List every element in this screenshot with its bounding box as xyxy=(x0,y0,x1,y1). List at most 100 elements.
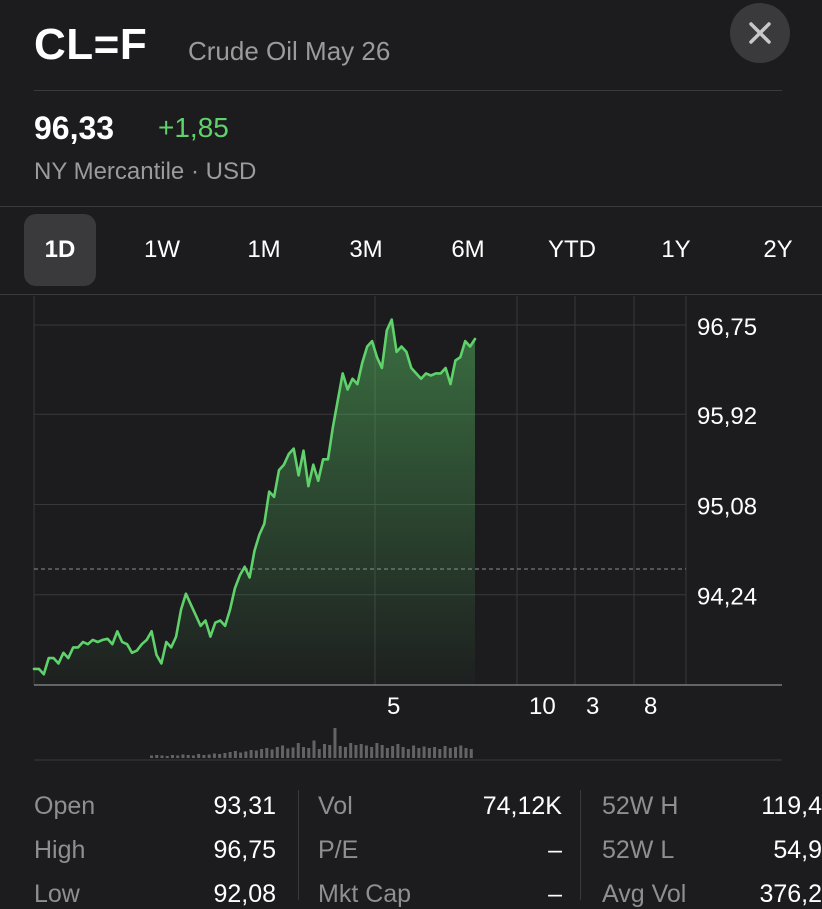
volume-bar xyxy=(401,747,405,758)
volume-bar xyxy=(270,749,274,758)
volume-bar xyxy=(275,747,279,758)
volume-bar xyxy=(302,747,306,758)
volume-bar xyxy=(249,750,253,758)
tab-3m[interactable]: 3M xyxy=(349,236,383,263)
volume-bar xyxy=(260,749,264,758)
volume-bar xyxy=(454,747,458,758)
volume-bar xyxy=(333,728,337,758)
stats-divider xyxy=(298,790,299,900)
stat-label-avg-vol: Avg Vol xyxy=(602,880,687,908)
instrument-name: Crude Oil May 26 xyxy=(188,36,391,66)
volume-bar xyxy=(170,755,174,758)
tab-6m[interactable]: 6M xyxy=(451,236,485,263)
stat-label-vol: Vol xyxy=(318,792,353,820)
volume-bar xyxy=(406,749,410,758)
price-change: +1,85 xyxy=(158,112,229,143)
volume-bar xyxy=(265,748,269,758)
volume-bar xyxy=(328,745,332,758)
price-area-fill xyxy=(34,319,475,685)
volume-bar xyxy=(338,746,342,758)
volume-bar xyxy=(254,750,258,758)
volume-bar xyxy=(197,754,201,758)
ticker-symbol: CL=F xyxy=(34,20,148,69)
volume-bar xyxy=(212,753,216,758)
volume-bar xyxy=(296,743,300,758)
tab-ytd[interactable]: YTD xyxy=(548,236,596,263)
volume-bar xyxy=(228,752,232,758)
close-icon xyxy=(749,22,771,44)
volume-bar xyxy=(312,740,316,758)
stat-label-low: Low xyxy=(34,880,80,908)
quote-divider xyxy=(0,206,822,207)
volume-bar xyxy=(244,751,248,758)
volume-bar xyxy=(202,755,206,758)
current-price: 96,33 xyxy=(34,110,115,146)
tabs-divider xyxy=(0,294,822,295)
x-axis-label: 3 xyxy=(586,693,599,720)
volume-bar xyxy=(239,752,243,758)
volume-bar xyxy=(448,748,452,758)
volume-bar xyxy=(286,748,290,758)
stat-label-mkt-cap: Mkt Cap xyxy=(318,880,412,908)
stat-label-high: High xyxy=(34,836,86,864)
header-divider xyxy=(34,90,782,91)
stat-label-52w-low: 52W L xyxy=(602,836,675,864)
stats-panel: Open 93,31 High 96,75 Low 92,08 Vol 74,1… xyxy=(0,780,822,908)
volume-bar xyxy=(165,756,169,758)
x-axis-label: 8 xyxy=(644,693,657,720)
volume-bar xyxy=(391,746,395,758)
volume-bar xyxy=(317,749,321,758)
volume-bar xyxy=(291,747,295,758)
volume-bar xyxy=(359,744,363,758)
stat-value-mkt-cap: – xyxy=(548,880,562,908)
x-axis-label: 10 xyxy=(529,693,556,720)
tab-1y[interactable]: 1Y xyxy=(661,236,691,263)
volume-bar xyxy=(464,748,468,758)
volume-bar xyxy=(422,746,426,758)
volume-bar xyxy=(469,749,473,758)
price-chart[interactable]: 96,75 95,92 95,08 94,24 5 10 3 8 xyxy=(0,296,822,766)
stat-value-52w-high: 119,4 xyxy=(761,792,822,820)
volume-bar xyxy=(459,745,463,758)
volume-bar xyxy=(322,744,326,758)
volume-bar xyxy=(433,747,437,758)
close-button[interactable] xyxy=(730,3,790,63)
volume-bar xyxy=(443,746,447,758)
volume-bar xyxy=(218,754,222,758)
volume-bar xyxy=(396,744,400,758)
tab-2y[interactable]: 2Y xyxy=(763,236,793,263)
volume-bar xyxy=(233,751,237,758)
x-axis-label: 5 xyxy=(387,693,400,720)
volume-bar xyxy=(375,743,379,758)
volume-bar xyxy=(186,755,190,758)
stats-divider xyxy=(580,790,581,900)
tab-1w[interactable]: 1W xyxy=(144,236,180,263)
exchange-currency: NY Mercantile · USD xyxy=(34,158,257,185)
price-line xyxy=(32,318,477,676)
volume-bar xyxy=(343,747,347,758)
stat-value-open: 93,31 xyxy=(213,792,276,820)
stat-label-52w-high: 52W H xyxy=(602,792,679,820)
range-tabs: 1D 1W 1M 3M 6M YTD 1Y 2Y xyxy=(24,214,822,286)
stat-value-high: 96,75 xyxy=(213,836,276,864)
stat-value-avg-vol: 376,2 xyxy=(759,880,822,908)
volume-bar xyxy=(438,749,442,758)
stat-label-pe: P/E xyxy=(318,836,359,864)
stat-value-vol: 74,12K xyxy=(482,792,562,820)
volume-bar xyxy=(176,755,180,758)
volume-bar xyxy=(181,754,185,758)
volume-bar xyxy=(307,748,311,758)
volume-bar xyxy=(207,754,211,758)
stat-value-pe: – xyxy=(548,836,562,864)
volume-bar xyxy=(417,748,421,758)
volume-bar xyxy=(150,755,153,758)
tab-1m[interactable]: 1M xyxy=(247,236,281,263)
volume-bar xyxy=(427,748,431,758)
y-axis-label: 96,75 xyxy=(697,314,757,341)
stat-label-open: Open xyxy=(34,792,96,820)
volume-bar xyxy=(380,745,384,758)
volume-bar xyxy=(349,743,353,758)
tab-1d[interactable]: 1D xyxy=(24,214,96,286)
volume-bar xyxy=(281,745,285,758)
stat-value-low: 92,08 xyxy=(213,880,276,908)
